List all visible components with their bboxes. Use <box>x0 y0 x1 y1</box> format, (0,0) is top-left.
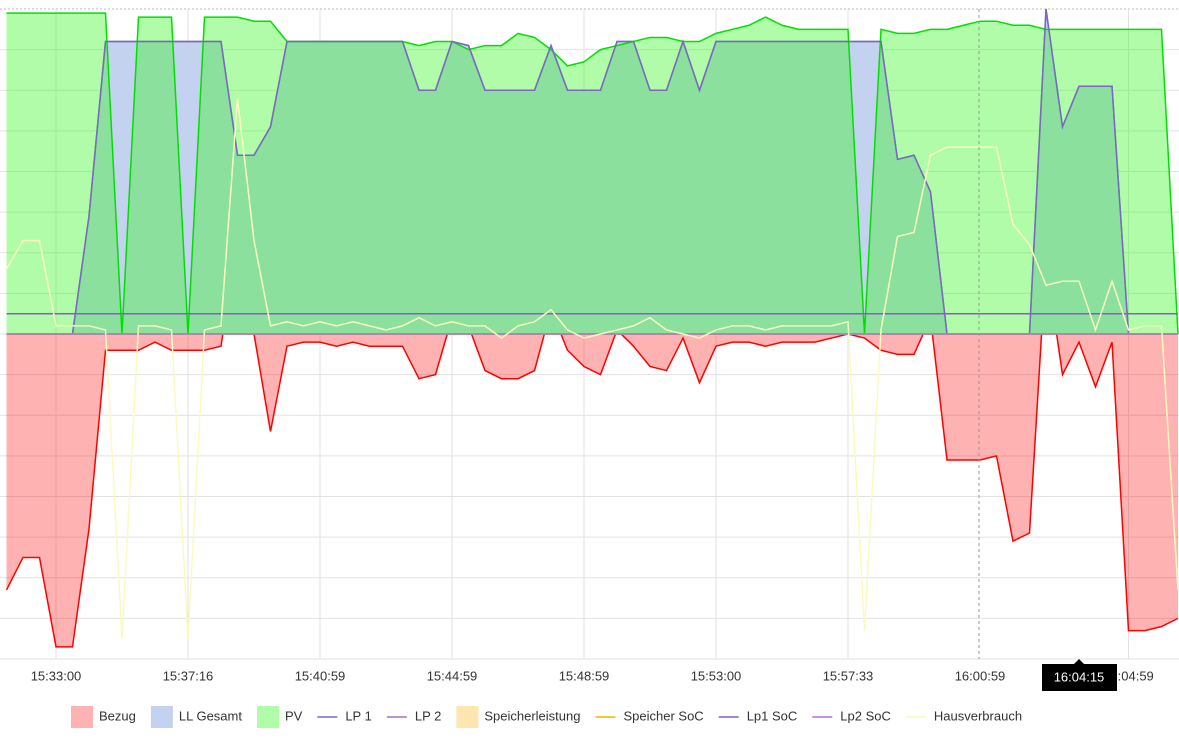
x-tick-label: 16:00:59 <box>955 668 1006 683</box>
plot <box>5 8 1179 648</box>
x-axis: 15:33:00 15:37:16 15:40:59 15:44:59 15:48:59… <box>31 659 1154 691</box>
x-tick-label: 15:57:33 <box>823 668 874 683</box>
legend-label: Hausverbrauch <box>934 708 1022 723</box>
legend: Bezug LL Gesamt PV LP 1 LP 2 Speicherleistung… <box>71 706 1022 728</box>
legend-swatch <box>71 706 93 728</box>
legend-label: Lp2 SoC <box>840 708 891 723</box>
legend-label: LL Gesamt <box>179 708 242 723</box>
x-tick-label: 15:40:59 <box>295 668 346 683</box>
area-fill <box>6 13 1178 334</box>
x-tick-label: 15:44:59 <box>427 668 478 683</box>
x-tick-label: 15:37:16 <box>163 668 214 683</box>
legend-label: PV <box>285 708 303 723</box>
area-line <box>6 12 1179 335</box>
legend-label: Speicher SoC <box>623 708 703 723</box>
area-line <box>5 236 1179 648</box>
legend-swatch <box>150 706 173 728</box>
area-fill <box>6 9 1178 334</box>
legend-swatch <box>456 706 479 728</box>
legend-label: Bezug <box>99 708 136 723</box>
x-tick-label: 15:53:00 <box>691 668 742 683</box>
area-fill <box>6 236 1178 647</box>
line <box>5 98 1179 639</box>
tooltip-box <box>1042 659 1117 691</box>
tooltip-label: 16:04:15 <box>1054 669 1105 684</box>
legend-label: Speicherleistung <box>484 708 580 723</box>
legend-label: Lp1 SoC <box>747 708 798 723</box>
legend-label: LP 2 <box>415 708 442 723</box>
x-tick-label: 15:33:00 <box>31 668 82 683</box>
x-tick-label: 15:48:59 <box>559 668 610 683</box>
legend-label: LP 1 <box>345 708 372 723</box>
legend-swatch <box>256 706 279 728</box>
